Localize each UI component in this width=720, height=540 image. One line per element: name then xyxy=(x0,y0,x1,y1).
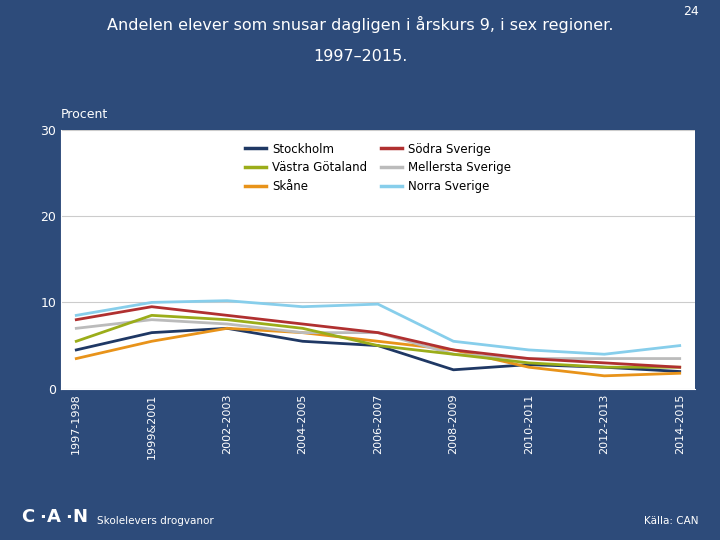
Mellersta Sverige xyxy=(222,321,231,327)
Stockholm xyxy=(525,361,534,368)
Text: A: A xyxy=(47,509,60,526)
Mellersta Sverige xyxy=(72,325,81,332)
Line: Skåne: Skåne xyxy=(76,328,680,376)
Norra Sverige xyxy=(222,298,231,304)
Södra Sverige xyxy=(148,303,156,310)
Södra Sverige xyxy=(222,312,231,319)
Line: Stockholm: Stockholm xyxy=(76,328,680,372)
Text: Procent: Procent xyxy=(61,109,109,122)
Södra Sverige xyxy=(600,360,608,366)
Norra Sverige xyxy=(449,338,458,345)
Mellersta Sverige xyxy=(525,355,534,362)
Norra Sverige xyxy=(72,312,81,319)
Line: Mellersta Sverige: Mellersta Sverige xyxy=(76,320,680,359)
Västra Götaland xyxy=(600,364,608,370)
Skåne xyxy=(148,338,156,345)
Text: ·: · xyxy=(65,509,72,526)
Västra Götaland xyxy=(298,325,307,332)
Skåne xyxy=(298,329,307,336)
Text: Andelen elever som snusar dagligen i årskurs 9, i sex regioner.: Andelen elever som snusar dagligen i års… xyxy=(107,16,613,33)
Text: 24: 24 xyxy=(683,5,698,18)
Mellersta Sverige xyxy=(600,355,608,362)
Västra Götaland xyxy=(449,351,458,357)
Västra Götaland xyxy=(222,316,231,323)
Skåne xyxy=(72,355,81,362)
Text: N: N xyxy=(72,509,87,526)
Västra Götaland xyxy=(525,360,534,366)
Text: Skolelevers drogvanor: Skolelevers drogvanor xyxy=(97,516,214,526)
Stockholm xyxy=(374,342,382,349)
Norra Sverige xyxy=(374,301,382,307)
Line: Norra Sverige: Norra Sverige xyxy=(76,301,680,354)
Mellersta Sverige xyxy=(449,351,458,357)
Stockholm xyxy=(449,367,458,373)
Södra Sverige xyxy=(72,316,81,323)
Västra Götaland xyxy=(374,342,382,349)
Västra Götaland xyxy=(675,364,684,370)
Södra Sverige xyxy=(675,364,684,370)
Mellersta Sverige xyxy=(374,329,382,336)
Södra Sverige xyxy=(449,347,458,353)
Norra Sverige xyxy=(525,347,534,353)
Norra Sverige xyxy=(148,299,156,306)
Stockholm xyxy=(222,325,231,332)
Norra Sverige xyxy=(298,303,307,310)
Text: ·: · xyxy=(40,509,47,526)
Skåne xyxy=(374,338,382,345)
Norra Sverige xyxy=(600,351,608,357)
Legend: Stockholm, Västra Götaland, Skåne, Södra Sverige, Mellersta Sverige, Norra Sveri: Stockholm, Västra Götaland, Skåne, Södra… xyxy=(238,136,518,200)
Skåne xyxy=(222,325,231,332)
Norra Sverige xyxy=(675,342,684,349)
Stockholm xyxy=(72,347,81,353)
Mellersta Sverige xyxy=(298,329,307,336)
Stockholm xyxy=(298,338,307,345)
Skåne xyxy=(600,373,608,379)
Mellersta Sverige xyxy=(148,316,156,323)
Skåne xyxy=(449,347,458,353)
Södra Sverige xyxy=(374,329,382,336)
Västra Götaland xyxy=(148,312,156,319)
Line: Västra Götaland: Västra Götaland xyxy=(76,315,680,367)
Text: 1997–2015.: 1997–2015. xyxy=(312,49,408,64)
Stockholm xyxy=(148,329,156,336)
Västra Götaland xyxy=(72,338,81,345)
Text: C: C xyxy=(22,509,35,526)
Line: Södra Sverige: Södra Sverige xyxy=(76,307,680,367)
Stockholm xyxy=(675,368,684,375)
Södra Sverige xyxy=(298,321,307,327)
Stockholm xyxy=(600,364,608,370)
Skåne xyxy=(525,364,534,370)
Mellersta Sverige xyxy=(675,355,684,362)
Skåne xyxy=(675,370,684,376)
Text: Källa: CAN: Källa: CAN xyxy=(644,516,698,526)
Södra Sverige xyxy=(525,355,534,362)
